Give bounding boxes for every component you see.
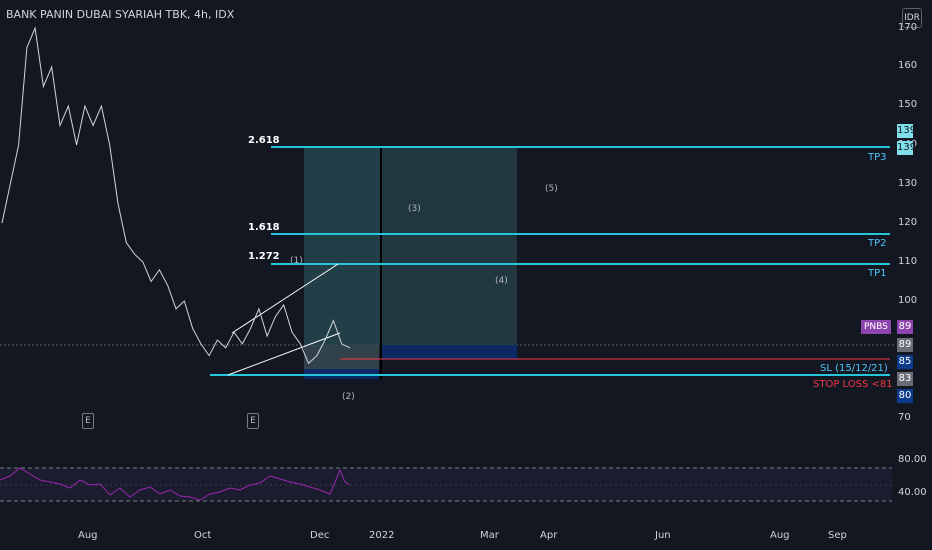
time-tick: Dec [310,530,330,541]
price-tag-89: 89 [897,338,913,352]
price-tag-85: 85 [897,355,913,369]
earnings-marker[interactable]: E [247,413,259,429]
wave-label-3: (3) [408,204,421,214]
price-tag-139: 139 [897,124,917,138]
target-zone-right [381,148,517,345]
wedge-lower [227,332,341,376]
price-tag-80: 80 [897,389,913,403]
wave-label-4: (4) [495,276,508,286]
price-tag-83: 83 [897,372,913,386]
price-series [1,26,351,365]
wave-label-1: (1) [290,256,303,266]
fib-label-1272: 1.272 [248,251,280,262]
price-tick: 130 [898,178,918,189]
price-tick: 110 [898,256,918,267]
last-price-tag: 89 [897,320,913,334]
rsi-tick: 80.00 [898,454,927,465]
price-tick: 120 [898,217,918,228]
stop-loss-label: STOP LOSS <81 [813,379,893,390]
tp2-label: TP2 [868,238,887,249]
fib-label-1618: 1.618 [248,222,280,233]
time-tick: Aug [78,530,98,541]
currency-badge[interactable]: IDR [902,8,922,28]
price-tick: 150 [898,99,918,110]
time-tick: Oct [194,530,212,541]
earnings-marker[interactable]: E [82,413,94,429]
chart-title: BANK PANIN DUBAI SYARIAH TBK, 4h, IDX [6,8,235,21]
price-tick: 160 [898,60,918,71]
rsi-line [0,467,351,501]
fib-label-2618: 2.618 [248,135,280,146]
price-tag-139: 139 [897,141,917,155]
sl-label: SL (15/12/21) [820,363,888,374]
tp1-label: TP1 [868,268,887,279]
wave-label-2: (2) [342,392,355,402]
target-zone-left [304,148,381,345]
wave-label-5: (5) [545,184,558,194]
wedge-upper [231,263,339,334]
price-tick: 100 [898,295,918,306]
time-tick: Sep [828,530,847,541]
time-tick: Aug [770,530,790,541]
rsi-tick: 40.00 [898,487,927,498]
symbol-badge[interactable]: PNBS [861,320,891,334]
tp3-label: TP3 [868,152,887,163]
price-tick: 70 [898,412,911,423]
time-tick: 2022 [369,530,395,541]
time-tick: Jun [655,530,671,541]
price-tick: 170 [898,22,918,33]
time-tick: Apr [540,530,558,541]
time-tick: Mar [480,530,499,541]
entry-zone [304,345,379,369]
risk-zone-right [381,345,517,359]
